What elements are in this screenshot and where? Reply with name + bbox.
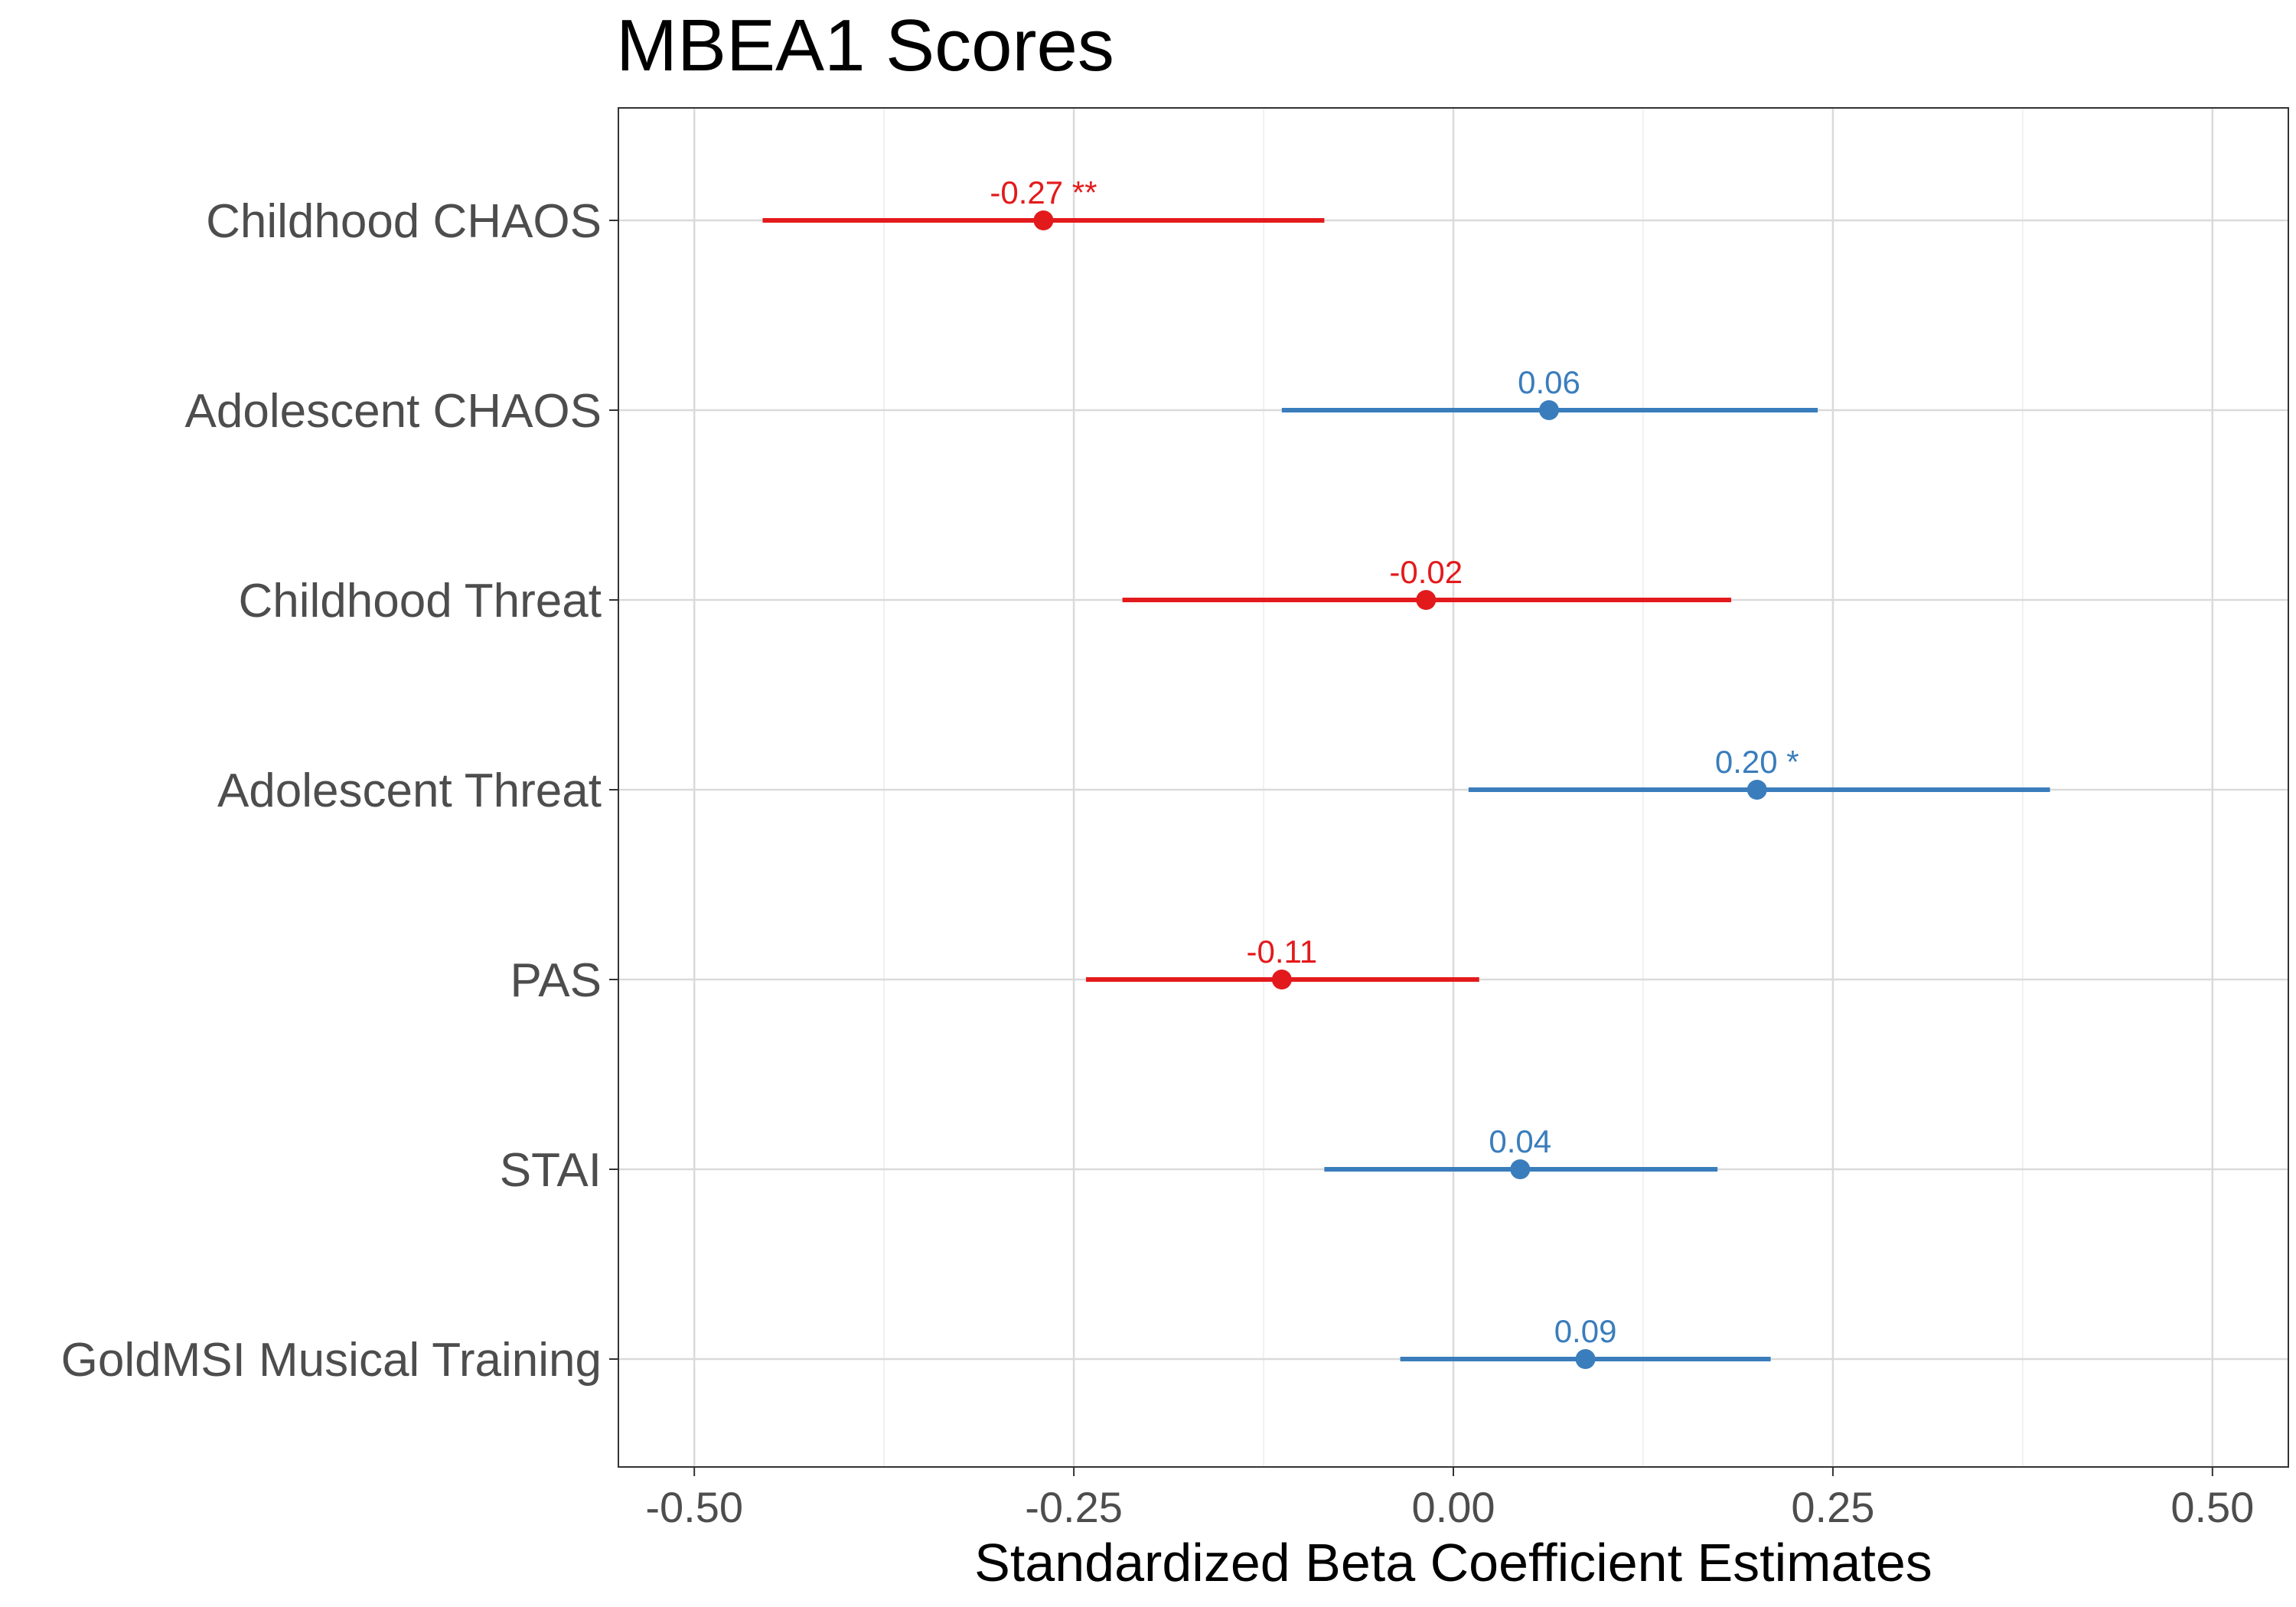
estimate-group: 0.09 [1400, 1313, 1771, 1369]
estimate-label: -0.02 [1389, 554, 1463, 590]
estimate-group: -0.02 [1122, 554, 1732, 610]
estimate-label: 0.06 [1518, 364, 1580, 400]
x-tick-labels: -0.50 -0.25 0.00 0.25 0.50 [645, 1467, 2254, 1531]
estimate-point [1510, 1159, 1531, 1179]
estimate-label: -0.11 [1247, 934, 1318, 970]
y-tick-labels: Childhood CHAOS Adolescent CHAOS Childhood… [61, 195, 618, 1387]
estimate-group: 0.06 [1281, 364, 1818, 420]
y-tick-label: Childhood Threat [238, 575, 602, 627]
estimate-group: -0.11 [1085, 934, 1479, 989]
x-tick-label: 0.50 [2170, 1483, 2254, 1531]
y-tick-label: PAS [510, 954, 602, 1007]
y-tick-label: Adolescent Threat [217, 764, 602, 817]
y-tick-label: Adolescent CHAOS [185, 385, 602, 438]
chart-title: MBEA1 Scores [616, 5, 1114, 86]
estimate-label: -0.27 ** [990, 174, 1097, 210]
x-tick-label: -0.25 [1025, 1483, 1123, 1531]
series-layer: -0.27 ** 0.06 -0.02 0.20 * -0.11 0.04 0.09 [762, 174, 2050, 1369]
estimate-group: -0.27 ** [762, 174, 1325, 230]
estimate-point [1416, 590, 1437, 610]
estimate-point [1538, 400, 1559, 420]
y-tick-label: Childhood CHAOS [206, 195, 602, 248]
estimate-label: 0.20 * [1715, 744, 1799, 780]
y-tick-label: STAI [500, 1144, 602, 1197]
x-axis-label: Standardized Beta Coefficient Estimates [974, 1533, 1932, 1592]
y-tick-label: GoldMSI Musical Training [61, 1334, 602, 1387]
x-tick-label: -0.50 [645, 1483, 743, 1531]
x-tick-label: 0.25 [1791, 1483, 1874, 1531]
estimate-point [1271, 970, 1292, 989]
estimate-point [1575, 1349, 1596, 1369]
x-tick-label: 0.00 [1412, 1483, 1495, 1531]
estimate-label: 0.04 [1489, 1123, 1551, 1159]
estimate-point [1033, 210, 1054, 230]
estimate-group: 0.20 * [1468, 744, 2050, 800]
estimate-group: 0.04 [1324, 1123, 1718, 1179]
estimate-label: 0.09 [1554, 1313, 1617, 1349]
estimate-point [1746, 780, 1767, 800]
